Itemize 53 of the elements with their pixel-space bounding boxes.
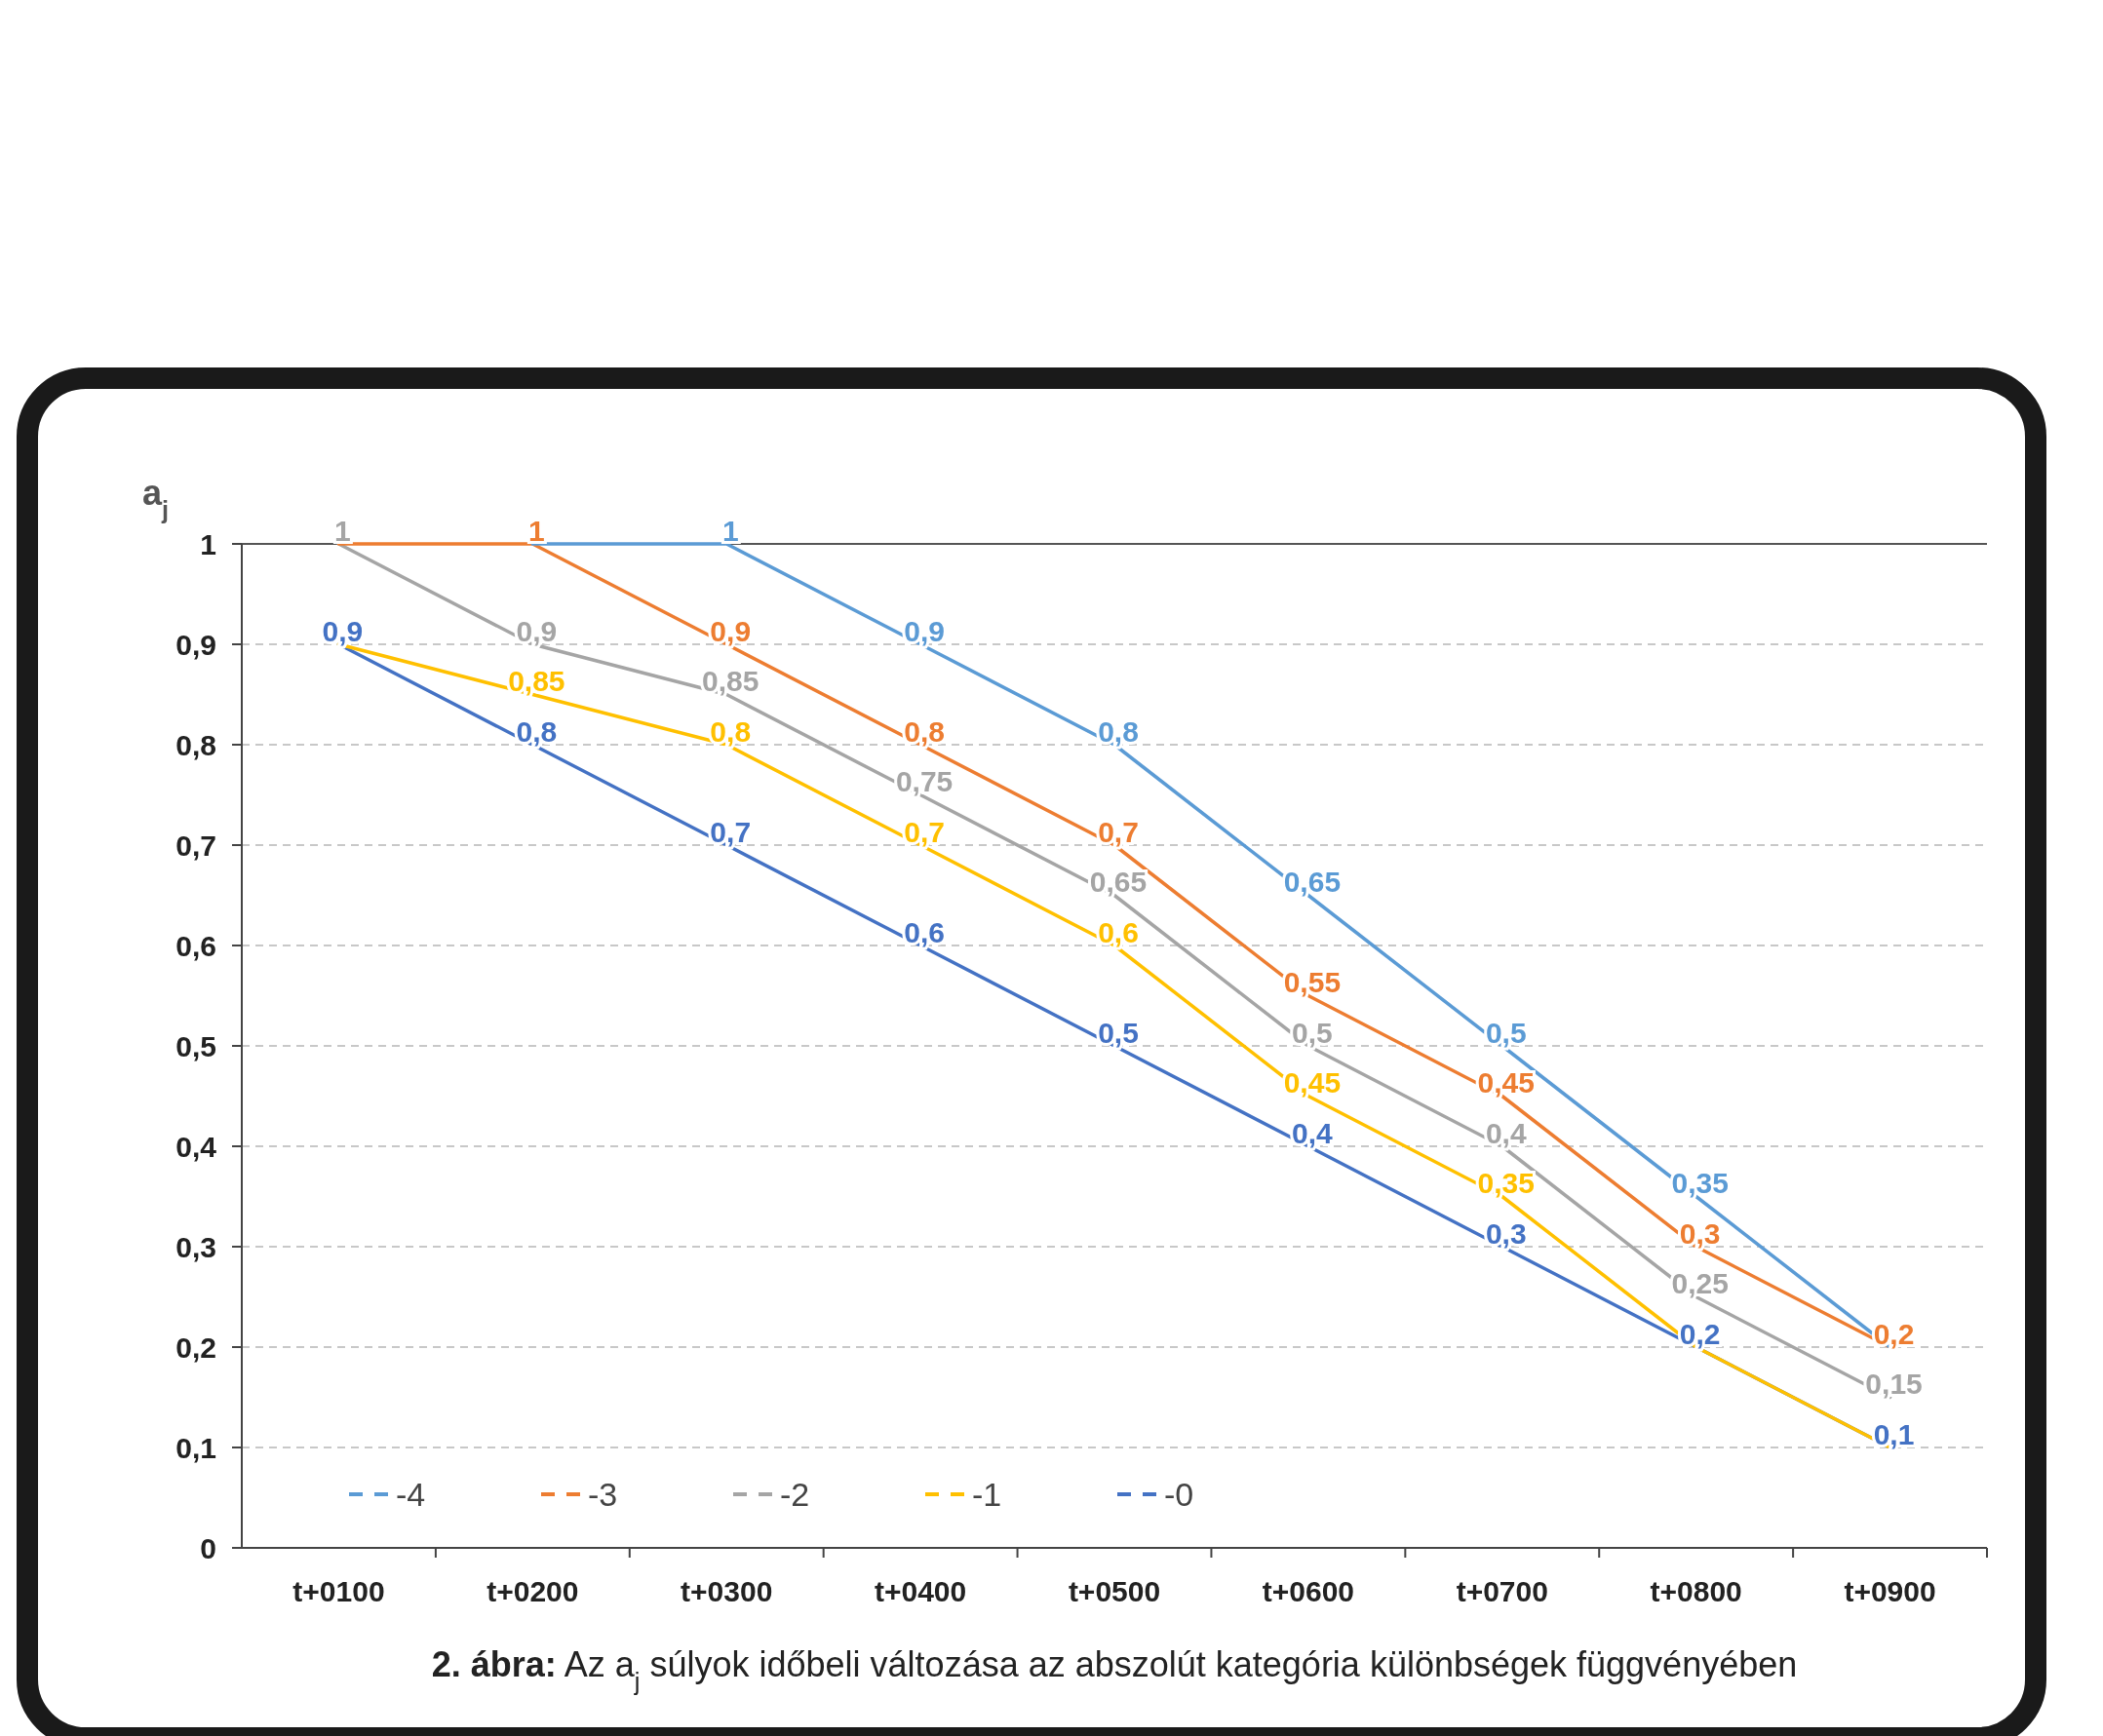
data-label: 0,8 — [1098, 714, 1139, 748]
y-axis-title: a$_{j}$ — [142, 473, 170, 523]
data-label: 0,3 — [1679, 1216, 1721, 1250]
legend-label: -4 — [396, 1475, 426, 1513]
data-label: 0,6 — [904, 915, 945, 948]
y-tick-label: 0,5 — [175, 1029, 216, 1062]
x-tick-label: t+0500 — [1068, 1575, 1161, 1607]
data-label: 0,9 — [904, 614, 945, 647]
data-label: 0,9 — [710, 614, 752, 647]
y-tick-label: 0,8 — [175, 728, 216, 761]
data-label: 0,7 — [1098, 815, 1139, 848]
data-label: 0,4 — [1292, 1116, 1334, 1149]
data-label: 0,75 — [895, 765, 954, 797]
y-tick-label: 0,3 — [175, 1230, 216, 1263]
x-tick-label: t+0700 — [1456, 1575, 1548, 1607]
legend-label: -0 — [1164, 1475, 1194, 1513]
x-tick-label: t+0900 — [1844, 1575, 1936, 1607]
data-label: 0,8 — [710, 714, 752, 748]
data-label: 0,65 — [1089, 866, 1148, 898]
data-label: 0,2 — [1679, 1317, 1721, 1350]
data-label: 0,2 — [1873, 1317, 1915, 1350]
x-tick-label: t+0200 — [487, 1575, 579, 1607]
data-label: 0,15 — [1865, 1368, 1923, 1400]
y-tick-label: 1 — [200, 527, 216, 560]
data-label: 0,45 — [1477, 1066, 1535, 1099]
y-tick-label: 0,4 — [175, 1130, 217, 1163]
x-tick-label: t+0300 — [681, 1575, 773, 1607]
x-tick-label: t+0600 — [1262, 1575, 1355, 1607]
y-tick-label: 0 — [200, 1531, 216, 1564]
y-tick-label: 0,1 — [175, 1431, 216, 1464]
text: 2. ábra: Az a$_{j}$ súlyok időbeli változása az abszolút kategória különbségek függvényében — [431, 1644, 1798, 1695]
data-label: 0,8 — [904, 714, 945, 748]
data-label: 0,1 — [1873, 1417, 1915, 1450]
data-label: 1 — [721, 514, 739, 547]
x-tick-label: t+0800 — [1650, 1575, 1742, 1607]
data-label: 0,85 — [508, 665, 565, 697]
data-label: 0,6 — [1098, 915, 1139, 948]
data-label: 1 — [334, 514, 351, 547]
y-tick-label: 0,7 — [175, 829, 216, 862]
y-tick-label: 0,9 — [175, 628, 216, 661]
x-tick-label: t+0400 — [874, 1575, 967, 1607]
y-tick-label: 0,6 — [175, 929, 216, 962]
y-tick-label: 0,2 — [175, 1331, 216, 1364]
data-label: 0,5 — [1098, 1016, 1139, 1049]
legend-label: -2 — [780, 1475, 810, 1513]
data-label: 0,8 — [516, 714, 558, 748]
data-label: 0,35 — [1477, 1167, 1535, 1199]
legend-label: -3 — [588, 1475, 618, 1513]
x-tick-label: t+0100 — [292, 1575, 385, 1607]
data-label: 0,9 — [322, 614, 364, 647]
data-label: 0,85 — [702, 665, 759, 697]
legend-label: -1 — [972, 1475, 1002, 1513]
data-label: 1 — [527, 514, 545, 547]
